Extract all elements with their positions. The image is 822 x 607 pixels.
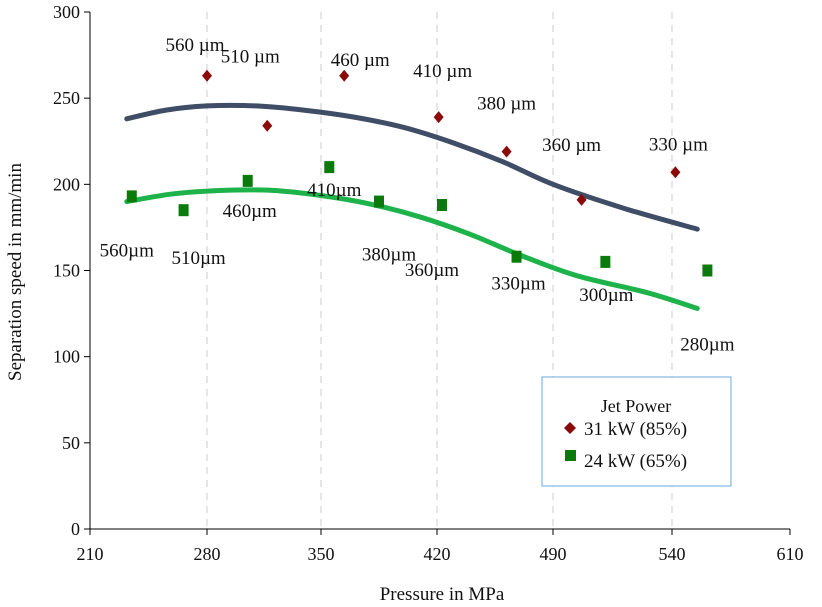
- legend-title: Jet Power: [601, 396, 672, 416]
- square-point: [324, 161, 335, 174]
- x-axis-label: Pressure in MPa: [380, 584, 505, 605]
- legend: Jet Power 31 kW (85%) 24 kW (65%): [541, 376, 732, 487]
- y-tick-label: 300: [53, 2, 80, 22]
- diamond-point: [202, 69, 212, 82]
- point-label: 560µm: [100, 240, 154, 261]
- square-point: [374, 195, 384, 208]
- diamond-point: [262, 119, 273, 132]
- point-label: 560 µm: [166, 35, 225, 56]
- point-label: 300µm: [579, 285, 633, 306]
- square-point: [178, 204, 189, 217]
- data-points: [126, 69, 713, 277]
- trend-line-2: [124, 187, 700, 311]
- point-label: 460 µm: [331, 50, 390, 71]
- diamond-point: [501, 145, 512, 158]
- x-tick-label: 610: [777, 544, 804, 564]
- square-point: [126, 190, 137, 203]
- point-label: 460µm: [223, 201, 277, 222]
- point-label: 330µm: [491, 274, 545, 295]
- x-tick-label: 280: [194, 544, 221, 564]
- diamond-point: [576, 193, 587, 206]
- point-label: 510 µm: [221, 47, 280, 68]
- trend-lines: [124, 102, 700, 311]
- y-axis-label: Separation speed in mm/min: [5, 163, 26, 381]
- y-tick-label: 150: [53, 261, 80, 281]
- square-point: [436, 199, 447, 212]
- legend-entry-2: 24 kW (65%): [584, 451, 687, 472]
- diamond-point: [433, 111, 444, 124]
- legend-entry-1: 31 kW (85%): [584, 419, 687, 440]
- y-tick-label: 50: [62, 433, 80, 453]
- trend-line-1: [124, 102, 700, 232]
- diamond-point: [670, 166, 681, 179]
- x-tick-label: 420: [424, 544, 451, 564]
- square-point: [242, 174, 253, 187]
- legend-square-marker: [565, 450, 576, 461]
- square-point: [600, 255, 611, 268]
- axes: 210 280 350 420 490 540 610 0 50 100 150 200 250 300: [53, 2, 804, 564]
- legend-box: [541, 376, 732, 487]
- legend-diamond-marker: [564, 422, 576, 434]
- point-label: 510µm: [171, 248, 225, 269]
- x-tick-label: 350: [308, 544, 335, 564]
- point-label: 360 µm: [542, 135, 601, 156]
- point-label: 410µm: [307, 180, 361, 201]
- point-label: 280µm: [680, 335, 734, 356]
- point-label: 360µm: [405, 260, 459, 281]
- square-point: [702, 264, 713, 277]
- y-tick-label: 250: [53, 88, 80, 108]
- point-label: 410 µm: [413, 61, 472, 82]
- x-tick-label: 210: [77, 544, 104, 564]
- point-label: 330 µm: [649, 134, 708, 155]
- point-label: 380 µm: [477, 94, 536, 115]
- y-tick-label: 200: [53, 174, 80, 194]
- square-point: [511, 250, 522, 263]
- y-tick-label: 100: [53, 347, 80, 367]
- y-tick-label: 0: [71, 519, 80, 539]
- diamond-point: [339, 69, 350, 82]
- point-label: 380µm: [362, 245, 416, 266]
- x-tick-label: 490: [540, 544, 567, 564]
- x-tick-label: 540: [659, 544, 686, 564]
